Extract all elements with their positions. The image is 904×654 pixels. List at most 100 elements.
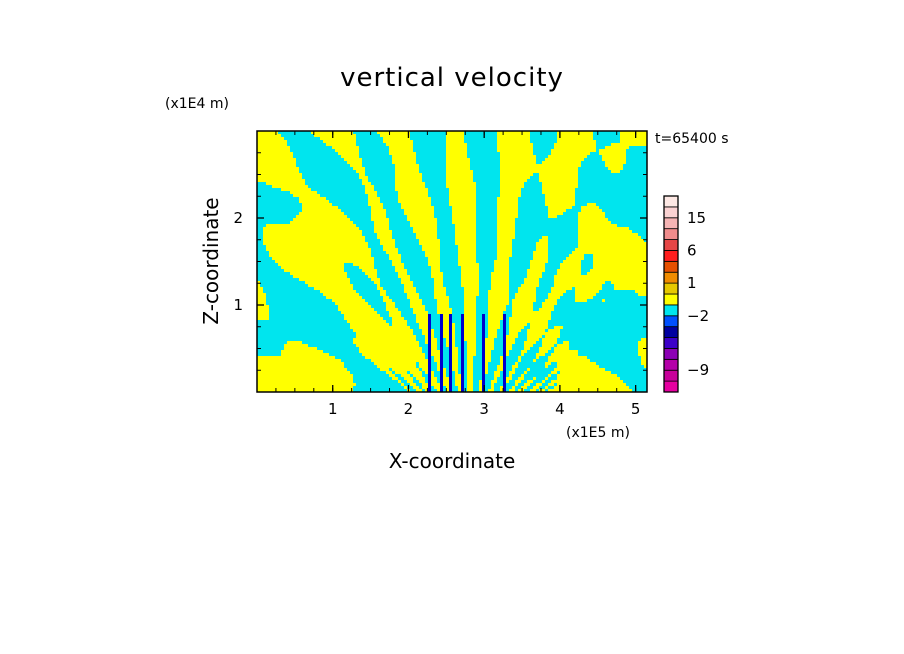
field-cell [503, 158, 507, 162]
field-cell [302, 167, 306, 171]
field-cell [341, 188, 345, 192]
field-cell [320, 194, 324, 198]
field-cell [569, 203, 573, 207]
field-cell [362, 164, 366, 168]
field-cell [524, 209, 528, 213]
field-cell [395, 212, 399, 216]
field-cell [401, 227, 405, 231]
field-cell [515, 155, 519, 159]
field-cell [575, 149, 579, 153]
field-cell [473, 209, 477, 213]
field-cell [302, 194, 306, 198]
field-cell [281, 182, 285, 186]
field-cell [494, 185, 498, 189]
field-cell [284, 230, 288, 234]
field-cell [578, 209, 582, 213]
field-cell [383, 221, 387, 225]
field-cell [332, 218, 336, 222]
field-cell [275, 242, 279, 246]
field-cell [416, 134, 420, 138]
field-cell [464, 161, 468, 165]
field-cell [521, 200, 525, 204]
field-cell [353, 188, 357, 192]
field-cell [563, 131, 567, 135]
field-cell [302, 140, 306, 144]
field-cell [533, 227, 537, 231]
field-cell [497, 227, 501, 231]
field-cell [308, 140, 312, 144]
field-cell [281, 212, 285, 216]
field-cell [440, 173, 444, 177]
field-cell [413, 242, 417, 246]
field-cell [386, 143, 390, 147]
field-cell [281, 188, 285, 192]
field-cell [359, 227, 363, 231]
field-cell [362, 203, 366, 207]
field-cell [482, 203, 486, 207]
field-cell [620, 155, 624, 159]
field-cell [398, 224, 402, 228]
field-cell [287, 197, 291, 201]
field-cell [578, 239, 582, 243]
field-cell [386, 140, 390, 144]
field-cell [596, 188, 600, 192]
field-cell [359, 209, 363, 213]
field-cell [482, 176, 486, 180]
field-cell [560, 197, 564, 201]
field-cell [449, 143, 453, 147]
field-cell [563, 242, 567, 246]
field-cell [575, 194, 579, 198]
field-cell [302, 149, 306, 153]
field-cell [635, 158, 639, 162]
field-cell [335, 152, 339, 156]
field-cell [515, 143, 519, 147]
field-cell [611, 209, 615, 213]
field-cell [467, 224, 471, 228]
field-cell [308, 176, 312, 180]
field-cell [446, 161, 450, 165]
field-cell [338, 185, 342, 189]
field-cell [308, 227, 312, 231]
field-cell [629, 170, 633, 174]
field-cell [554, 134, 558, 138]
field-cell [515, 230, 519, 234]
field-cell [488, 209, 492, 213]
field-cell [260, 245, 264, 249]
field-cell [455, 224, 459, 228]
field-cell [407, 206, 411, 210]
field-cell [368, 188, 372, 192]
field-cell [548, 158, 552, 162]
field-cell [386, 230, 390, 234]
field-cell [542, 155, 546, 159]
field-cell [563, 230, 567, 234]
field-cell [302, 215, 306, 219]
field-cell [311, 203, 315, 207]
field-cell [521, 239, 525, 243]
field-cell [560, 185, 564, 189]
field-cell [521, 242, 525, 246]
field-cell [497, 218, 501, 222]
field-cell [359, 131, 363, 135]
field-cell [545, 140, 549, 144]
field-cell [440, 200, 444, 204]
field-cell [548, 233, 552, 237]
field-cell [491, 149, 495, 153]
field-cell [347, 239, 351, 243]
field-cell [323, 155, 327, 159]
field-cell [407, 209, 411, 213]
field-cell [497, 161, 501, 165]
field-cell [299, 146, 303, 150]
field-cell [443, 200, 447, 204]
field-cell [461, 236, 465, 240]
field-cell [443, 161, 447, 165]
field-cell [611, 212, 615, 216]
field-cell [638, 221, 642, 225]
field-cell [437, 206, 441, 210]
field-cell [449, 209, 453, 213]
field-cell [425, 218, 429, 222]
field-cell [281, 233, 285, 237]
field-cell [311, 194, 315, 198]
field-cell [452, 152, 456, 156]
field-cell [614, 200, 618, 204]
field-cell [386, 182, 390, 186]
